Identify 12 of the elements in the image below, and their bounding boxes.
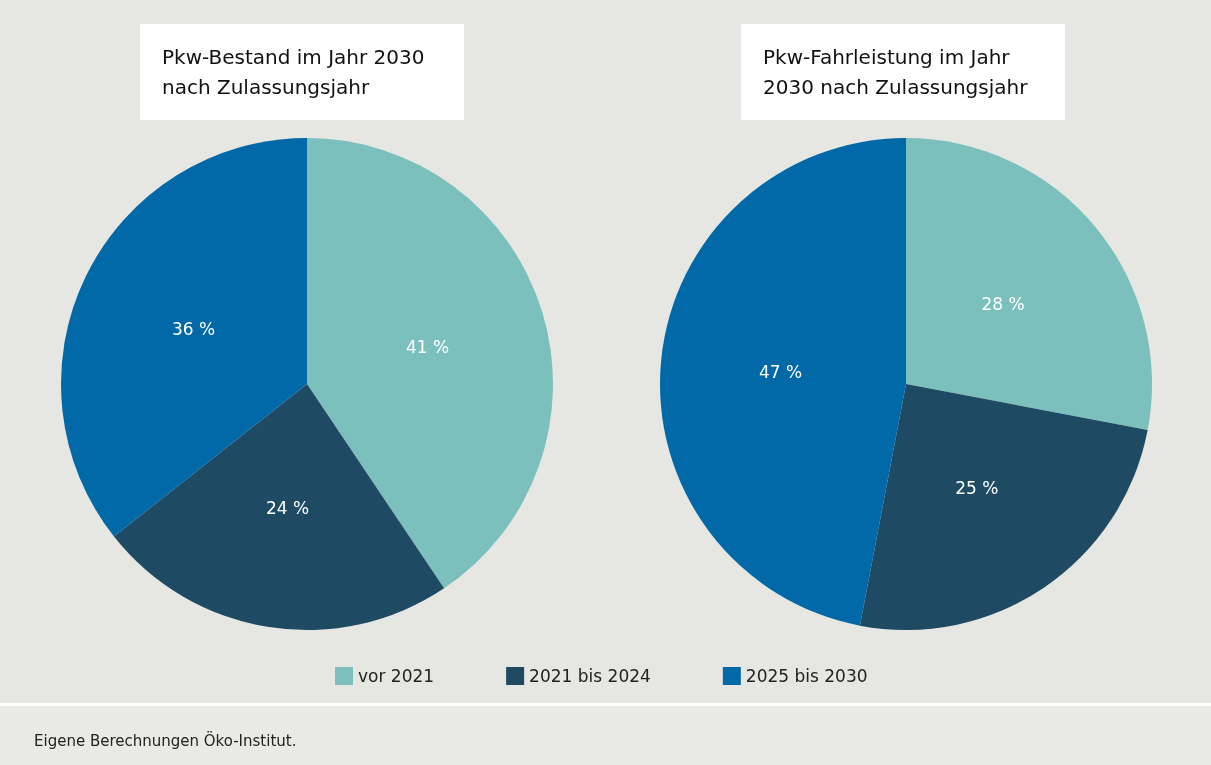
legend-label: vor 2021	[358, 666, 435, 686]
text: Eigene Berechnungen Öko-Institut.	[34, 730, 297, 750]
data-label: 47 %	[758, 362, 803, 383]
data-label: 36 %	[172, 319, 216, 340]
data-label: 25 %	[955, 478, 999, 499]
data-label: 24 %	[265, 498, 310, 519]
legend-label: 2025 bis 2030	[745, 666, 868, 686]
chart-title: Pkw-Fahrleistung im Jahr 2030 nach Zulassungsjahr	[763, 45, 1029, 99]
data-label: 28 %	[981, 293, 1025, 314]
data-label: 41 %	[405, 337, 450, 358]
legend-label: 2021 bis 2024	[529, 666, 651, 686]
chart-title: Pkw-Bestand im Jahr 2030 nach Zulassungsjahr	[162, 45, 431, 99]
